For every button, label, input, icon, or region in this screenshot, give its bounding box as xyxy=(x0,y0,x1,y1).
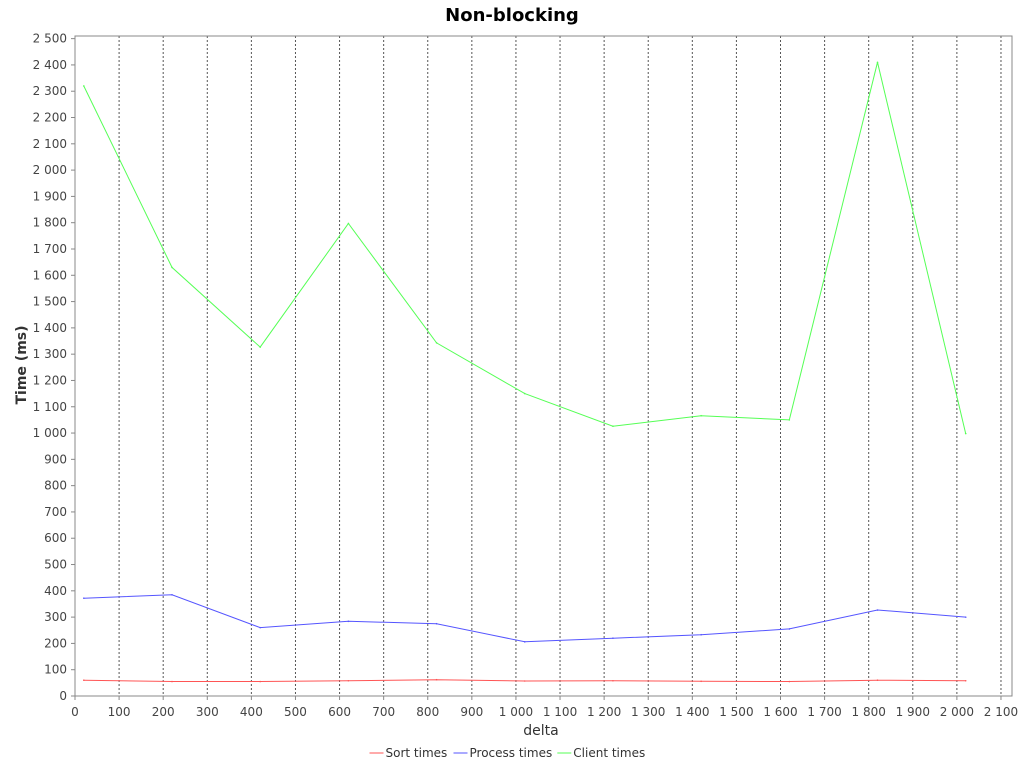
plot-background xyxy=(75,36,1012,696)
x-tick-label: 1 800 xyxy=(852,705,886,719)
x-tick-label: 400 xyxy=(240,705,263,719)
data-point-process-times xyxy=(788,628,791,630)
data-point-process-times xyxy=(964,616,967,618)
data-point-client-times xyxy=(964,432,967,435)
y-tick-label: 400 xyxy=(44,584,67,598)
y-tick-label: 1 900 xyxy=(33,189,67,203)
data-point-sort-times xyxy=(876,679,879,682)
y-tick-label: 1 300 xyxy=(33,347,67,361)
x-tick-label: 700 xyxy=(372,705,395,719)
data-point-sort-times xyxy=(171,680,173,683)
data-point-process-times xyxy=(435,622,438,625)
y-tick-label: 1 100 xyxy=(33,400,67,414)
data-point-process-times xyxy=(523,641,526,643)
y-tick-label: 1 200 xyxy=(33,373,67,387)
data-point-client-times xyxy=(83,85,85,87)
data-point-client-times xyxy=(171,266,173,269)
x-tick-label: 1 200 xyxy=(587,705,621,719)
y-tick-label: 2 300 xyxy=(33,84,67,98)
x-tick-label: 100 xyxy=(108,705,131,719)
data-point-client-times xyxy=(435,342,438,344)
data-point-process-times xyxy=(347,620,350,623)
data-point-client-times xyxy=(788,419,791,421)
data-point-sort-times xyxy=(83,679,85,682)
data-point-client-times xyxy=(523,392,526,395)
data-point-client-times xyxy=(347,222,350,225)
data-point-process-times xyxy=(612,637,614,639)
data-point-sort-times xyxy=(259,680,261,683)
data-point-sort-times xyxy=(523,680,526,682)
legend-label-process-times: Process times xyxy=(470,746,553,760)
y-tick-label: 1 700 xyxy=(33,242,67,256)
data-point-process-times xyxy=(259,626,261,629)
x-tick-label: 0 xyxy=(71,705,79,719)
y-tick-label: 1 500 xyxy=(33,295,67,309)
y-tick-label: 800 xyxy=(44,479,67,493)
data-point-client-times xyxy=(876,61,879,64)
data-point-sort-times xyxy=(347,679,350,682)
x-tick-label: 1 700 xyxy=(807,705,841,719)
data-point-sort-times xyxy=(700,680,702,683)
x-axis-label: delta xyxy=(523,723,558,739)
data-point-sort-times xyxy=(435,678,438,681)
y-tick-label: 2 200 xyxy=(33,111,67,125)
y-tick-label: 700 xyxy=(44,505,67,519)
y-tick-label: 900 xyxy=(44,452,67,466)
chart-title: Non-blocking xyxy=(445,5,579,26)
x-tick-label: 1 100 xyxy=(543,705,577,719)
data-point-process-times xyxy=(876,609,879,611)
y-tick-label: 0 xyxy=(59,689,67,703)
data-point-sort-times xyxy=(788,680,791,683)
x-tick-label: 1 000 xyxy=(499,705,533,719)
y-tick-label: 500 xyxy=(44,558,67,572)
x-tick-label: 800 xyxy=(416,705,439,719)
legend: Sort times Process times Client times xyxy=(369,746,645,760)
y-tick-label: 2 400 xyxy=(33,58,67,72)
y-tick-label: 300 xyxy=(44,610,67,624)
x-tick-label: 200 xyxy=(152,705,175,719)
legend-label-sort-times: Sort times xyxy=(386,746,448,760)
data-point-sort-times xyxy=(964,679,967,682)
data-point-client-times xyxy=(612,425,614,428)
x-tick-label: 1 600 xyxy=(763,705,797,719)
x-tick-label: 900 xyxy=(460,705,483,719)
data-point-client-times xyxy=(259,346,261,348)
data-point-process-times xyxy=(83,597,85,599)
plot-border xyxy=(74,35,1013,697)
y-tick-label: 1 400 xyxy=(33,321,67,335)
x-tick-label: 2 000 xyxy=(940,705,974,719)
y-tick-label: 1 000 xyxy=(33,426,67,440)
data-point-process-times xyxy=(171,593,173,596)
y-tick-label: 2 000 xyxy=(33,163,67,177)
x-tick-label: 1 900 xyxy=(896,705,930,719)
y-tick-label: 100 xyxy=(44,663,67,677)
y-tick-label: 2 100 xyxy=(33,137,67,151)
y-tick-label: 200 xyxy=(44,636,67,650)
y-tick-label: 1 800 xyxy=(33,216,67,230)
data-point-process-times xyxy=(700,633,702,636)
y-axis-label: Time (ms) xyxy=(14,325,30,404)
x-tick-label: 1 400 xyxy=(675,705,709,719)
y-tick-label: 600 xyxy=(44,531,67,545)
plot-area: 0 100 200 300 400 500 600 700 800 900 1 000 1 100 1 … xyxy=(33,32,1019,719)
x-tick-label: 2 100 xyxy=(984,705,1018,719)
x-tick-label: 1 300 xyxy=(631,705,665,719)
y-tick-label: 1 600 xyxy=(33,268,67,282)
x-tick-label: 600 xyxy=(328,705,351,719)
data-point-sort-times xyxy=(612,679,614,682)
x-tick-label: 1 500 xyxy=(719,705,753,719)
data-point-client-times xyxy=(700,414,702,417)
y-tick-label: 2 500 xyxy=(33,32,67,46)
legend-label-client-times: Client times xyxy=(573,746,645,760)
x-tick-label: 500 xyxy=(284,705,307,719)
x-tick-label: 300 xyxy=(196,705,219,719)
